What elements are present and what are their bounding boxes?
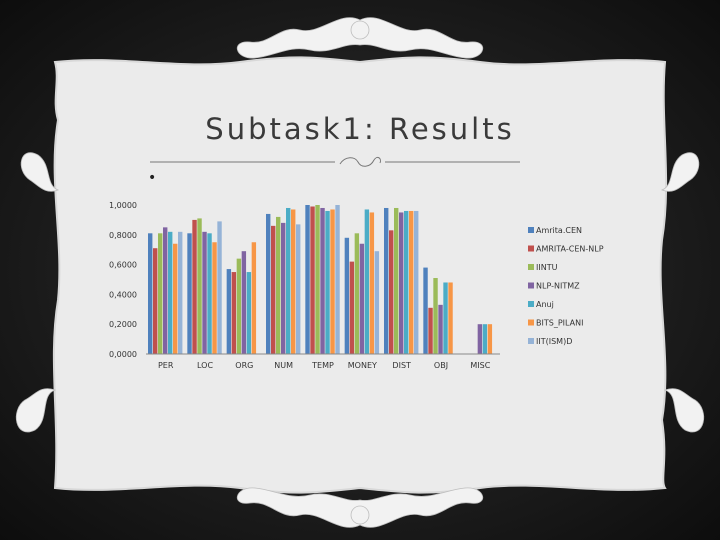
legend-label: AMRITA-CEN-NLP bbox=[536, 245, 604, 254]
top-ornament bbox=[237, 17, 483, 59]
bar bbox=[423, 267, 428, 354]
y-tick-label: 0,6000 bbox=[109, 261, 137, 270]
x-tick-label: MONEY bbox=[348, 361, 377, 370]
bar bbox=[409, 210, 414, 354]
x-tick-label: ORG bbox=[235, 361, 253, 370]
bar bbox=[281, 222, 286, 354]
bar bbox=[310, 206, 315, 354]
legend: Amrita.CEN AMRITA-CEN-NLP IINTU NLP-NITMZ An… bbox=[528, 226, 604, 346]
x-tick-label: LOC bbox=[197, 361, 213, 370]
bar bbox=[178, 231, 183, 354]
bar bbox=[335, 205, 340, 354]
bar bbox=[482, 324, 488, 354]
legend-swatch bbox=[528, 319, 534, 326]
bar bbox=[349, 261, 355, 354]
legend-swatch bbox=[528, 301, 534, 307]
legend-label: Amrita.CEN bbox=[536, 226, 582, 235]
x-tick-label: MISC bbox=[470, 361, 490, 370]
bar bbox=[394, 207, 399, 354]
bar bbox=[266, 213, 271, 354]
bar bbox=[202, 231, 207, 354]
x-tick-label: NUM bbox=[274, 361, 293, 370]
bar bbox=[364, 209, 370, 354]
bar bbox=[330, 209, 335, 354]
bar bbox=[344, 237, 350, 354]
legend-label: IINTU bbox=[536, 263, 558, 272]
bar bbox=[187, 233, 192, 354]
bar bbox=[443, 282, 448, 354]
bar bbox=[231, 272, 237, 354]
x-tick-label: TEMP bbox=[311, 361, 334, 370]
bar bbox=[477, 324, 483, 354]
bar bbox=[251, 242, 257, 354]
bar bbox=[320, 207, 325, 354]
bar bbox=[212, 242, 217, 354]
bar bbox=[163, 227, 168, 354]
bar bbox=[207, 233, 212, 354]
bar bbox=[428, 307, 433, 354]
bar bbox=[168, 231, 173, 354]
x-tick-label: PER bbox=[158, 361, 174, 370]
bar bbox=[241, 251, 247, 354]
bar bbox=[148, 233, 153, 354]
bar bbox=[414, 210, 419, 354]
bar bbox=[404, 210, 409, 354]
legend-label: Anuj bbox=[536, 300, 554, 309]
bar bbox=[291, 209, 296, 354]
y-tick-label: 0,0000 bbox=[109, 350, 137, 359]
x-tick-label: OBJ bbox=[434, 361, 448, 370]
bar bbox=[433, 278, 438, 354]
bar bbox=[286, 207, 291, 354]
bar bbox=[374, 251, 380, 354]
bar bbox=[354, 233, 360, 354]
legend-swatch bbox=[528, 282, 534, 289]
bar bbox=[158, 233, 163, 354]
x-axis-labels: PER LOC ORG NUM TEMP MONEY DIST OBJ MISC bbox=[158, 361, 491, 370]
bar bbox=[359, 243, 365, 354]
bar bbox=[276, 216, 281, 354]
legend-label: BITS_PILANI bbox=[536, 319, 583, 328]
divider-flourish bbox=[150, 156, 520, 167]
bar bbox=[153, 248, 158, 354]
bar bbox=[315, 205, 320, 354]
y-tick-label: 0,8000 bbox=[109, 231, 137, 240]
bar bbox=[305, 205, 310, 354]
legend-label: NLP-NITMZ bbox=[536, 282, 580, 291]
legend-swatch bbox=[528, 264, 534, 270]
bar bbox=[296, 224, 301, 354]
bar bbox=[389, 230, 394, 354]
bar bbox=[448, 282, 453, 354]
left-ornament bbox=[16, 152, 60, 433]
bar bbox=[369, 212, 375, 354]
bar bbox=[271, 225, 276, 354]
y-tick-label: 0,2000 bbox=[109, 320, 137, 329]
bar bbox=[438, 304, 443, 354]
bullet-marker: • bbox=[148, 170, 157, 186]
bar bbox=[192, 219, 197, 354]
y-axis-labels: 0,0000 0,2000 0,4000 0,6000 0,8000 1,0000 bbox=[109, 201, 137, 359]
bar bbox=[384, 207, 389, 354]
slide-title: Subtask1: Results bbox=[205, 112, 515, 146]
legend-label: IIT(ISM)D bbox=[536, 337, 572, 346]
legend-swatch bbox=[528, 227, 534, 233]
bar bbox=[325, 210, 330, 354]
bar bbox=[399, 212, 404, 354]
bars bbox=[148, 205, 493, 354]
y-tick-label: 0,4000 bbox=[109, 290, 137, 299]
x-tick-label: DIST bbox=[392, 361, 411, 370]
bar bbox=[236, 258, 242, 354]
y-tick-label: 1,0000 bbox=[109, 201, 137, 210]
bar bbox=[217, 221, 222, 354]
bar bbox=[173, 243, 178, 354]
legend-swatch bbox=[528, 245, 534, 252]
bar bbox=[226, 269, 232, 354]
bottom-ornament bbox=[237, 487, 483, 528]
bar bbox=[246, 272, 252, 354]
legend-swatch bbox=[528, 338, 534, 344]
right-ornament bbox=[660, 152, 704, 433]
bar bbox=[197, 218, 202, 354]
bar bbox=[487, 324, 493, 354]
